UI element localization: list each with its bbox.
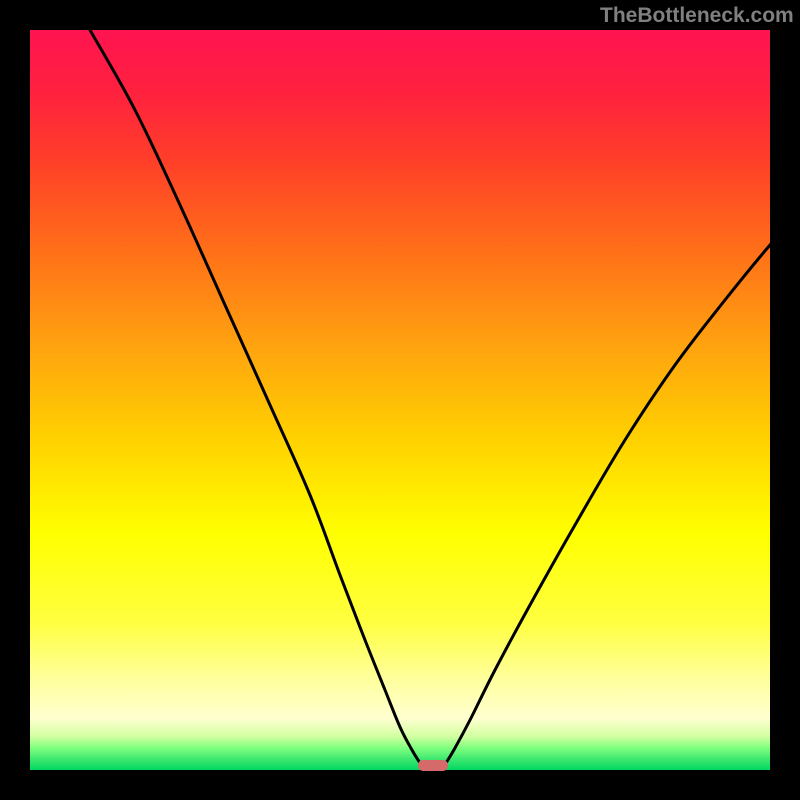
plot-area bbox=[30, 30, 770, 770]
optimal-marker bbox=[418, 760, 448, 771]
chart-container: TheBottleneck.com bbox=[0, 0, 800, 800]
watermark-text: TheBottleneck.com bbox=[600, 4, 794, 28]
